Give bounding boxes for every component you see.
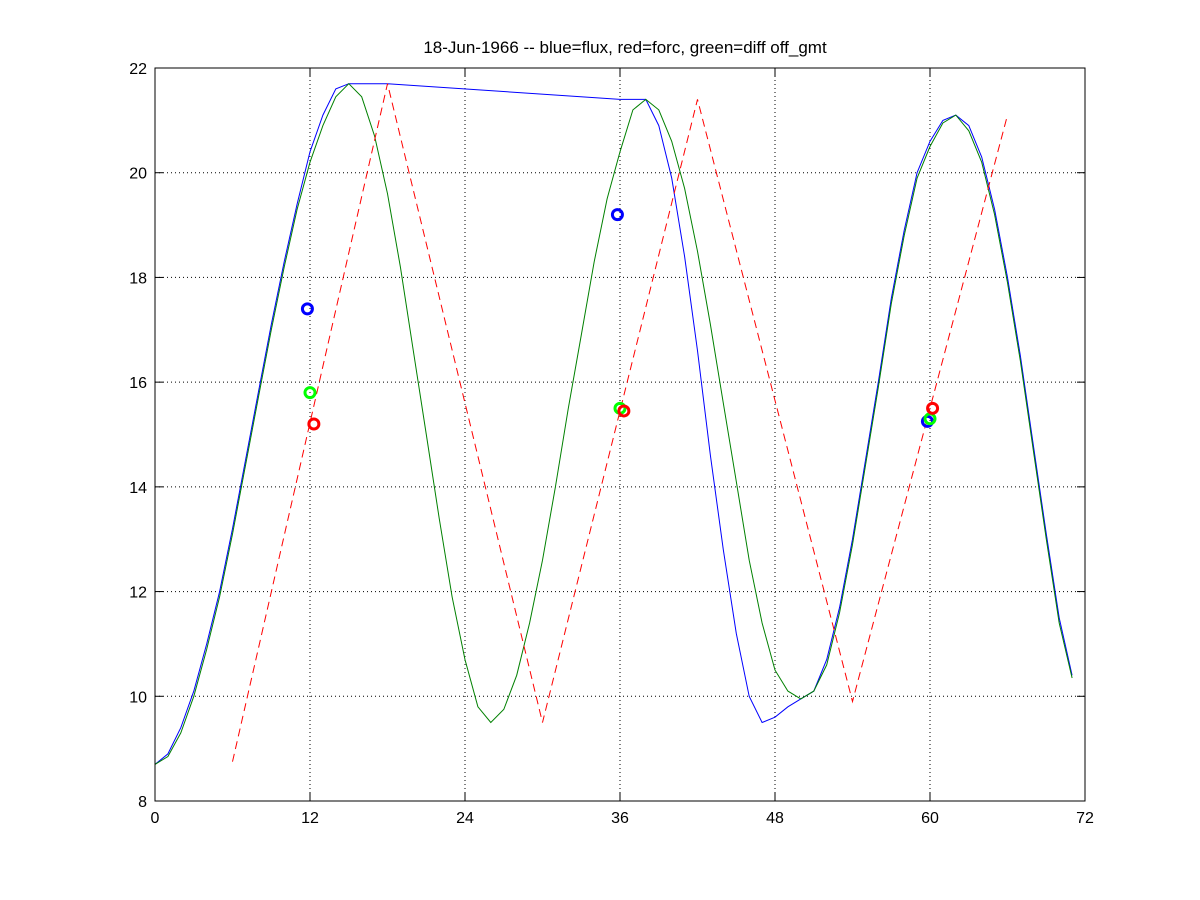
y-tick-label: 18 (129, 270, 147, 287)
data-point-marker (926, 401, 940, 415)
data-point-marker (920, 414, 934, 428)
series-line-3 (232, 83, 1008, 762)
chart-title: 18-Jun-1966 -- blue=flux, red=forc, gree… (423, 38, 827, 57)
data-point-marker (307, 417, 321, 431)
x-tick-label: 0 (151, 810, 160, 827)
y-tick-label: 20 (129, 166, 147, 183)
series-line-1 (154, 83, 1073, 765)
y-tick-label: 12 (129, 585, 147, 602)
data-point-marker (303, 386, 317, 400)
x-tick-label: 24 (456, 810, 474, 827)
y-tick-label: 8 (138, 794, 147, 811)
grid (155, 68, 1085, 801)
y-tick-label: 22 (129, 61, 147, 78)
data-point-marker (610, 208, 624, 222)
data-point-marker (617, 404, 631, 418)
y-tick-label: 10 (129, 689, 147, 706)
series-line-2 (154, 82, 1073, 765)
series-layer (154, 82, 1073, 765)
x-tick-label: 60 (921, 810, 939, 827)
y-tick-label: 14 (129, 480, 147, 497)
data-point-marker (300, 302, 314, 316)
x-tick-label: 72 (1076, 810, 1094, 827)
x-tick-label: 12 (301, 810, 319, 827)
marker-layer (300, 208, 940, 431)
y-tick-label: 16 (129, 375, 147, 392)
x-tick-label: 36 (611, 810, 629, 827)
axis-ticks: 0 12 24 36 48 60 72 8 10 12 14 16 18 20 22 (129, 61, 1094, 827)
x-tick-label: 48 (766, 810, 784, 827)
